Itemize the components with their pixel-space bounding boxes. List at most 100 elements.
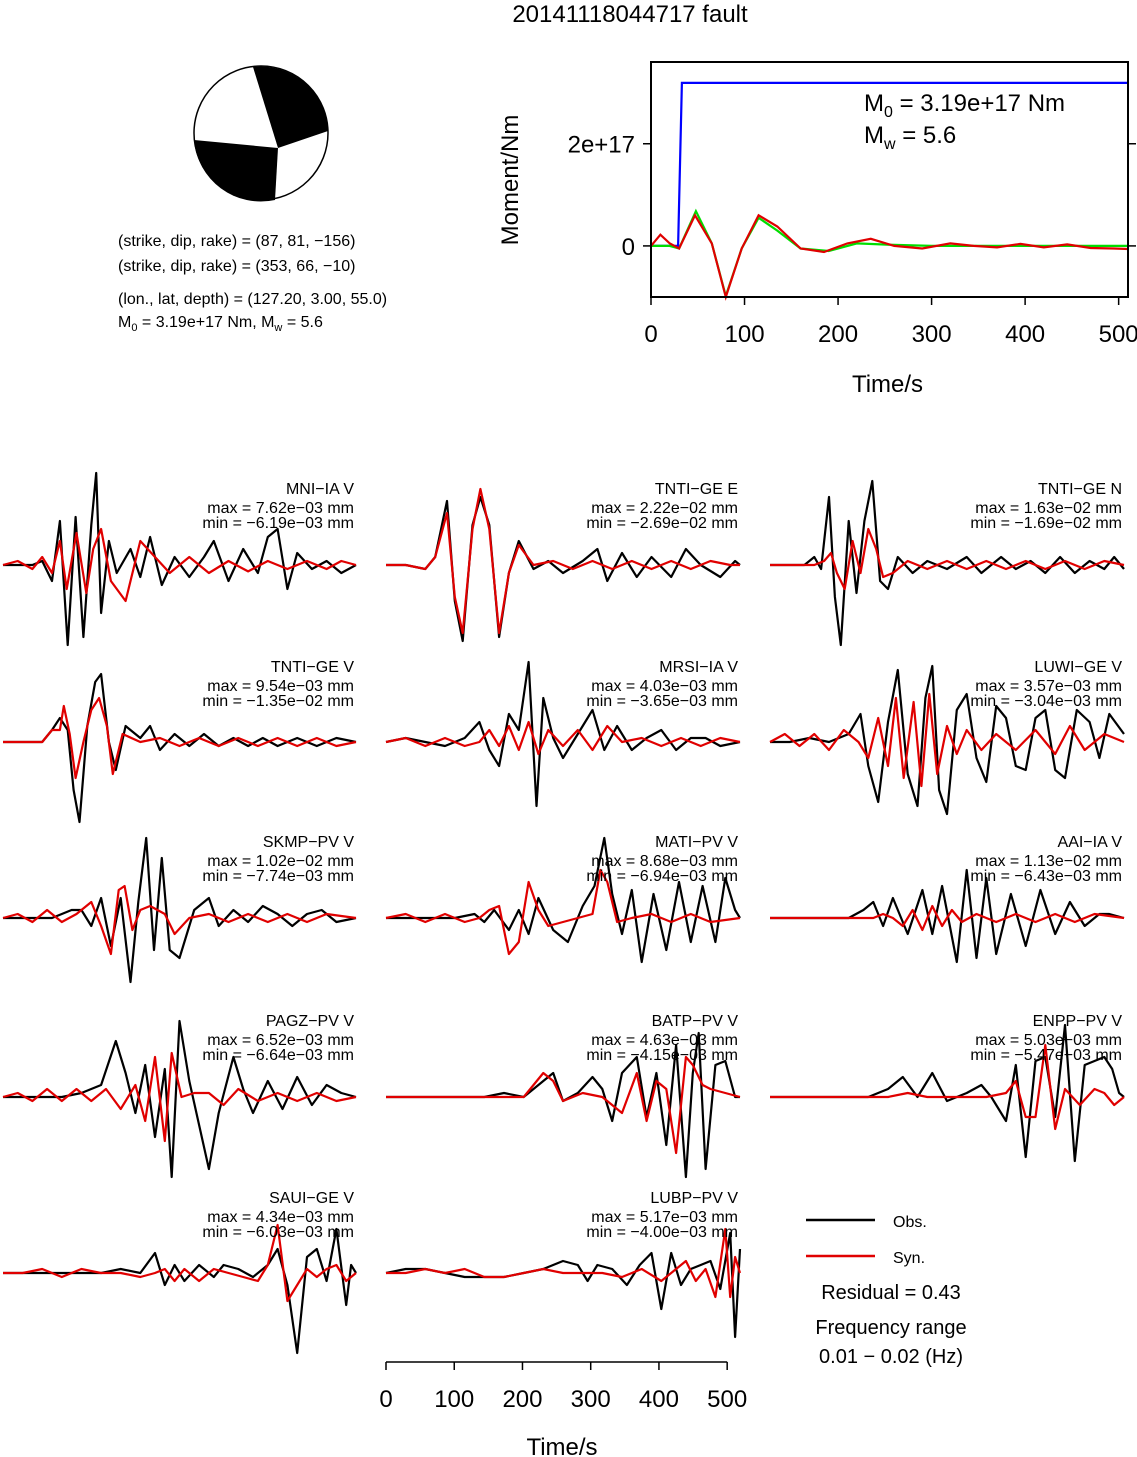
station-label: ENPP−PV V <box>1033 1013 1123 1030</box>
station-min: min = −6.43e−03 mm <box>970 868 1122 885</box>
moment-ytick-label: 2e+17 <box>568 132 635 159</box>
syn-trace <box>769 692 1125 788</box>
station-min: min = −6.64e−03 mm <box>202 1047 354 1064</box>
obs-trace <box>770 868 1125 964</box>
syn-trace <box>386 1055 741 1155</box>
station-label: MRSI−IA V <box>659 659 738 676</box>
station-label: LUWI−GE V <box>1034 659 1122 676</box>
obs-trace <box>3 672 357 824</box>
station-min: min = −7.74e−03 mm <box>202 868 354 885</box>
moment-xtick-label: 0 <box>644 321 657 348</box>
beachball-group <box>193 65 329 202</box>
moment-ytick-label: 0 <box>622 234 635 261</box>
frequency-range-value: 0.01 − 0.02 (Hz) <box>819 1346 963 1368</box>
moment-annotation-mw-sub: w <box>883 136 896 153</box>
station-min: min = −4.15e−03 mm <box>586 1047 738 1064</box>
obs-trace <box>3 1227 357 1355</box>
wave-xtick-label: 300 <box>571 1386 611 1413</box>
legend-obs-label: Obs. <box>893 1214 927 1231</box>
syn-trace <box>2 1051 357 1143</box>
syn-trace <box>386 487 740 635</box>
station-label: TNTI−GE E <box>655 481 738 498</box>
moment-chart: 0 100 200 300 400 500 0 2e+17 Time/s Moment/Nm M0 … <box>497 61 1137 398</box>
obs-trace <box>3 471 357 647</box>
syn-trace <box>2 527 357 603</box>
station-max: max = 5.17e−03 mm <box>591 1209 738 1226</box>
moment-annotation-mw-value: = 5.6 <box>896 122 957 149</box>
station-label: TNTI−GE V <box>271 659 354 676</box>
syn-trace <box>3 696 357 780</box>
station-label: LUBP−PV V <box>650 1190 738 1207</box>
legend-syn-label: Syn. <box>893 1250 925 1267</box>
frequency-range-title: Frequency range <box>815 1317 966 1339</box>
station-max: max = 2.22e−02 mm <box>591 500 738 517</box>
moment-xlabel: Time/s <box>852 371 923 398</box>
station-max: max = 1.13e−02 mm <box>975 853 1122 870</box>
station-min: min = −6.03e−03 mm <box>202 1224 354 1241</box>
moment-annotation-m0: M0 = 3.19e+17 Nm <box>864 90 1065 121</box>
syn-trace <box>770 1043 1125 1131</box>
beachball-outline <box>193 65 329 201</box>
wave-xtick-label: 100 <box>434 1386 474 1413</box>
station-max: max = 4.63e−03 mm <box>591 1032 738 1049</box>
syn-trace <box>385 868 741 956</box>
station-min: min = −6.19e−03 mm <box>202 515 354 532</box>
station-max: max = 4.03e−03 mm <box>591 678 738 695</box>
station-min: min = −4.00e−03 mm <box>586 1224 738 1241</box>
syn-trace <box>770 904 1125 932</box>
moment-xtick-label: 200 <box>818 321 858 348</box>
figure-title: 20141118044717 fault <box>512 1 748 28</box>
obs-trace <box>385 660 741 808</box>
beachball-quadrant-black-2 <box>194 140 278 202</box>
station-min: min = −3.04e−03 mm <box>970 693 1122 710</box>
moment-xtick-label: 300 <box>912 321 952 348</box>
moment-annotation-mw-m: M <box>864 122 884 149</box>
moment-annotation-mw: Mw = 5.6 <box>864 122 956 153</box>
wave-xtick-label: 500 <box>707 1386 747 1413</box>
station-label: AAI−IA V <box>1058 834 1123 851</box>
wave-xtick-label: 0 <box>379 1386 392 1413</box>
obs-trace <box>385 1231 742 1339</box>
moment-series-2 <box>650 212 1129 301</box>
waveform-time-axis: 0 100 200 300 400 500 Time/s <box>379 1361 747 1457</box>
station-min: min = −6.94e−03 mm <box>586 868 738 885</box>
obs-trace <box>386 836 741 964</box>
nodal-plane-1: (strike, dip, rake) = (87, 81, −156) <box>118 233 355 250</box>
obs-trace <box>770 479 1125 647</box>
syn-trace <box>2 884 357 956</box>
nodal-plane-2: (strike, dip, rake) = (353, 66, −10) <box>118 258 355 275</box>
moment-xtick-label: 500 <box>1099 321 1137 348</box>
station-label: TNTI−GE N <box>1038 481 1122 498</box>
station-label: MATI−PV V <box>655 834 738 851</box>
syn-trace <box>770 527 1125 591</box>
station-max: max = 5.03e−03 mm <box>975 1032 1122 1049</box>
syn-trace <box>3 1223 357 1303</box>
station-min: min = −1.69e−02 mm <box>970 515 1122 532</box>
obs-trace <box>3 1019 357 1179</box>
moment-xtick-label: 100 <box>725 321 765 348</box>
station-max: max = 9.54e−03 mm <box>207 678 354 695</box>
station-max: max = 1.63e−02 mm <box>975 500 1122 517</box>
moment-summary-mw: = 5.6 <box>282 314 323 331</box>
moment-summary-subw: w <box>273 322 282 334</box>
obs-trace <box>3 836 357 984</box>
source-location: (lon., lat, depth) = (127.20, 3.00, 55.0… <box>118 291 387 308</box>
moment-annotation-m0-sub: 0 <box>884 104 893 121</box>
beachball-quadrant-black-1 <box>253 66 328 148</box>
station-max: max = 8.68e−03 mm <box>591 853 738 870</box>
moment-xtick-label: 400 <box>1005 321 1045 348</box>
moment-ylabel: Moment/Nm <box>497 115 524 246</box>
